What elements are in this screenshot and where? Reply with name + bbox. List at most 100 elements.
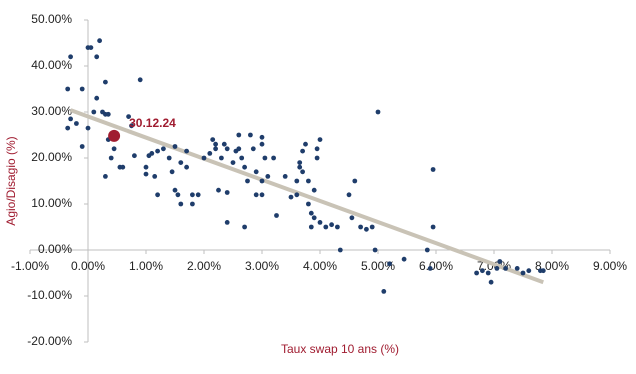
data-point	[161, 146, 166, 152]
data-point	[213, 141, 219, 147]
data-point	[155, 192, 161, 198]
data-point	[297, 160, 303, 166]
data-point	[259, 134, 265, 140]
y-tick-label: 30.00%	[31, 104, 72, 118]
data-point	[236, 146, 242, 152]
x-tick-label: 5.00%	[361, 259, 395, 273]
data-point	[314, 155, 320, 161]
x-tick-label: 0.00%	[71, 259, 105, 273]
data-point	[474, 270, 479, 276]
data-point	[219, 155, 224, 161]
data-point	[105, 111, 111, 117]
data-point	[184, 148, 190, 154]
data-point	[68, 116, 73, 122]
x-tick-label: 4.00%	[303, 259, 337, 273]
data-point	[349, 215, 355, 221]
data-point	[346, 192, 352, 198]
data-point	[143, 164, 149, 170]
data-point	[245, 178, 250, 184]
data-point	[190, 192, 195, 198]
data-point	[190, 201, 195, 207]
data-point	[250, 146, 256, 152]
data-point	[274, 213, 279, 218]
data-point	[224, 190, 230, 195]
data-point	[88, 45, 94, 50]
data-point	[253, 192, 259, 198]
data-point	[169, 169, 175, 175]
data-point	[184, 164, 190, 170]
data-point	[300, 169, 305, 175]
y-tick-label: 40.00%	[31, 58, 72, 72]
data-point	[248, 132, 253, 138]
data-point	[239, 155, 245, 161]
data-point	[372, 247, 378, 253]
data-point	[311, 187, 317, 193]
data-point	[242, 164, 248, 170]
y-tick-label: -10.00%	[27, 288, 72, 302]
data-point	[259, 192, 265, 198]
data-point	[224, 220, 230, 225]
data-point	[178, 201, 184, 207]
data-point	[149, 151, 155, 156]
data-point	[311, 215, 317, 221]
data-point	[427, 266, 433, 271]
data-point	[294, 192, 300, 198]
data-point	[195, 192, 201, 198]
data-point	[207, 151, 213, 156]
data-point	[152, 174, 158, 179]
data-point	[335, 224, 340, 230]
data-point	[303, 141, 308, 147]
data-point	[103, 79, 108, 85]
data-point	[526, 268, 532, 274]
data-point	[271, 155, 276, 161]
data-point	[306, 178, 311, 184]
data-point	[430, 224, 436, 230]
data-point	[79, 86, 85, 92]
data-point	[308, 210, 314, 216]
data-point	[497, 259, 503, 264]
data-point	[236, 132, 242, 138]
data-point	[132, 153, 137, 159]
data-point	[85, 125, 91, 131]
data-point	[108, 155, 114, 161]
data-point	[79, 144, 85, 149]
data-point	[488, 279, 494, 285]
x-tick-label: 6.00%	[419, 259, 453, 273]
data-point	[308, 224, 314, 230]
data-point	[358, 224, 363, 230]
data-point	[294, 178, 300, 184]
data-point	[259, 178, 265, 184]
data-point	[375, 109, 381, 115]
data-point	[297, 164, 303, 170]
data-point	[224, 146, 230, 152]
data-point	[520, 270, 526, 276]
data-point	[68, 54, 73, 60]
y-axis-title: Agio/Disagio (%)	[4, 136, 18, 225]
data-point	[242, 224, 248, 230]
y-tick-label: 10.00%	[31, 196, 72, 210]
y-tick-label: 0.00%	[38, 242, 72, 256]
trend-line	[69, 108, 544, 285]
data-point	[317, 137, 323, 143]
x-tick-label: -1.00%	[11, 259, 49, 273]
data-point	[111, 146, 117, 152]
highlight-point	[108, 129, 121, 142]
data-point	[300, 148, 305, 154]
data-point	[94, 54, 100, 60]
data-point	[485, 270, 491, 276]
data-point	[314, 146, 320, 152]
data-point	[282, 174, 288, 179]
data-point	[503, 266, 508, 271]
data-point	[514, 266, 520, 271]
data-point	[74, 121, 79, 126]
data-point	[178, 160, 184, 166]
data-point	[262, 155, 268, 161]
data-point	[352, 178, 358, 184]
data-point	[480, 268, 485, 274]
data-point	[230, 160, 236, 166]
data-point	[65, 86, 71, 92]
data-point	[387, 261, 392, 267]
data-point	[91, 109, 97, 115]
